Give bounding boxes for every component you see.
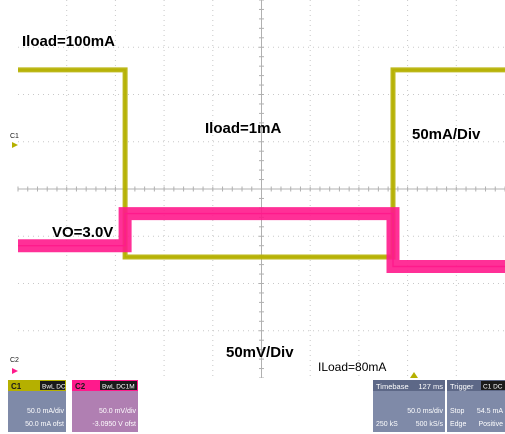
annotation-scale-c2: 50mV/Div bbox=[226, 344, 294, 361]
annotation-scale-c1: 50mA/Div bbox=[412, 126, 481, 143]
annotation-iload-1: Iload=1mA bbox=[205, 120, 281, 137]
c1-box-line-1: 50.0 mA/div bbox=[27, 408, 64, 415]
c2-settings-box[interactable]: C2 BwL DC1M 50.0 mV/div -3.0950 V ofst bbox=[72, 380, 138, 432]
trigger-mode: Stop bbox=[450, 408, 465, 415]
c1-marker-label: C1 bbox=[10, 133, 19, 140]
trigger-badge: C1 DC bbox=[483, 384, 503, 391]
trigger-title: Trigger bbox=[450, 382, 474, 391]
c2-box-line-1: 50.0 mV/div bbox=[99, 408, 136, 415]
timebase-value: 127 ms bbox=[418, 382, 443, 391]
timebase-title: Timebase bbox=[376, 382, 409, 391]
graticule bbox=[17, 0, 505, 379]
c2-marker-label: C2 bbox=[10, 357, 19, 364]
c2-box-line-2: -3.0950 V ofst bbox=[92, 421, 136, 428]
trace-c2-edge bbox=[18, 212, 505, 268]
timebase-samples: 250 kS bbox=[376, 421, 398, 428]
trigger-type: Edge bbox=[450, 421, 466, 428]
traces bbox=[18, 67, 505, 273]
c2-marker: C2 bbox=[10, 357, 19, 374]
trigger-level: 54.5 mA bbox=[477, 408, 503, 415]
c2-box-badge: BwL DC1M bbox=[102, 384, 135, 391]
timebase-div: 50.0 ms/div bbox=[407, 408, 443, 415]
trigger-slope: Positive bbox=[478, 421, 503, 428]
c1-marker: C1 bbox=[10, 133, 19, 148]
c1-box-line-2: 50.0 mA ofst bbox=[25, 421, 64, 428]
annotation-iload-80: ILoad=80mA bbox=[318, 360, 386, 374]
trace-c1-edge bbox=[18, 69, 505, 258]
c2-box-label: C2 bbox=[75, 382, 86, 391]
c1-settings-box[interactable]: C1 BwL DC 50.0 mA/div 50.0 mA ofst bbox=[8, 380, 66, 432]
trigger-position-marker bbox=[410, 372, 418, 378]
annotation-iload-100: Iload=100mA bbox=[22, 33, 115, 50]
c1-box-label: C1 bbox=[11, 382, 22, 391]
c1-box-badge: BwL DC bbox=[42, 384, 66, 391]
trigger-box[interactable]: Trigger C1 DC Stop 54.5 mA Edge Positive bbox=[447, 380, 505, 432]
timebase-box[interactable]: Timebase 127 ms 50.0 ms/div 250 kS 500 k… bbox=[373, 380, 445, 432]
timebase-rate: 500 kS/s bbox=[416, 421, 444, 428]
annotation-vo: VO=3.0V bbox=[52, 224, 113, 241]
